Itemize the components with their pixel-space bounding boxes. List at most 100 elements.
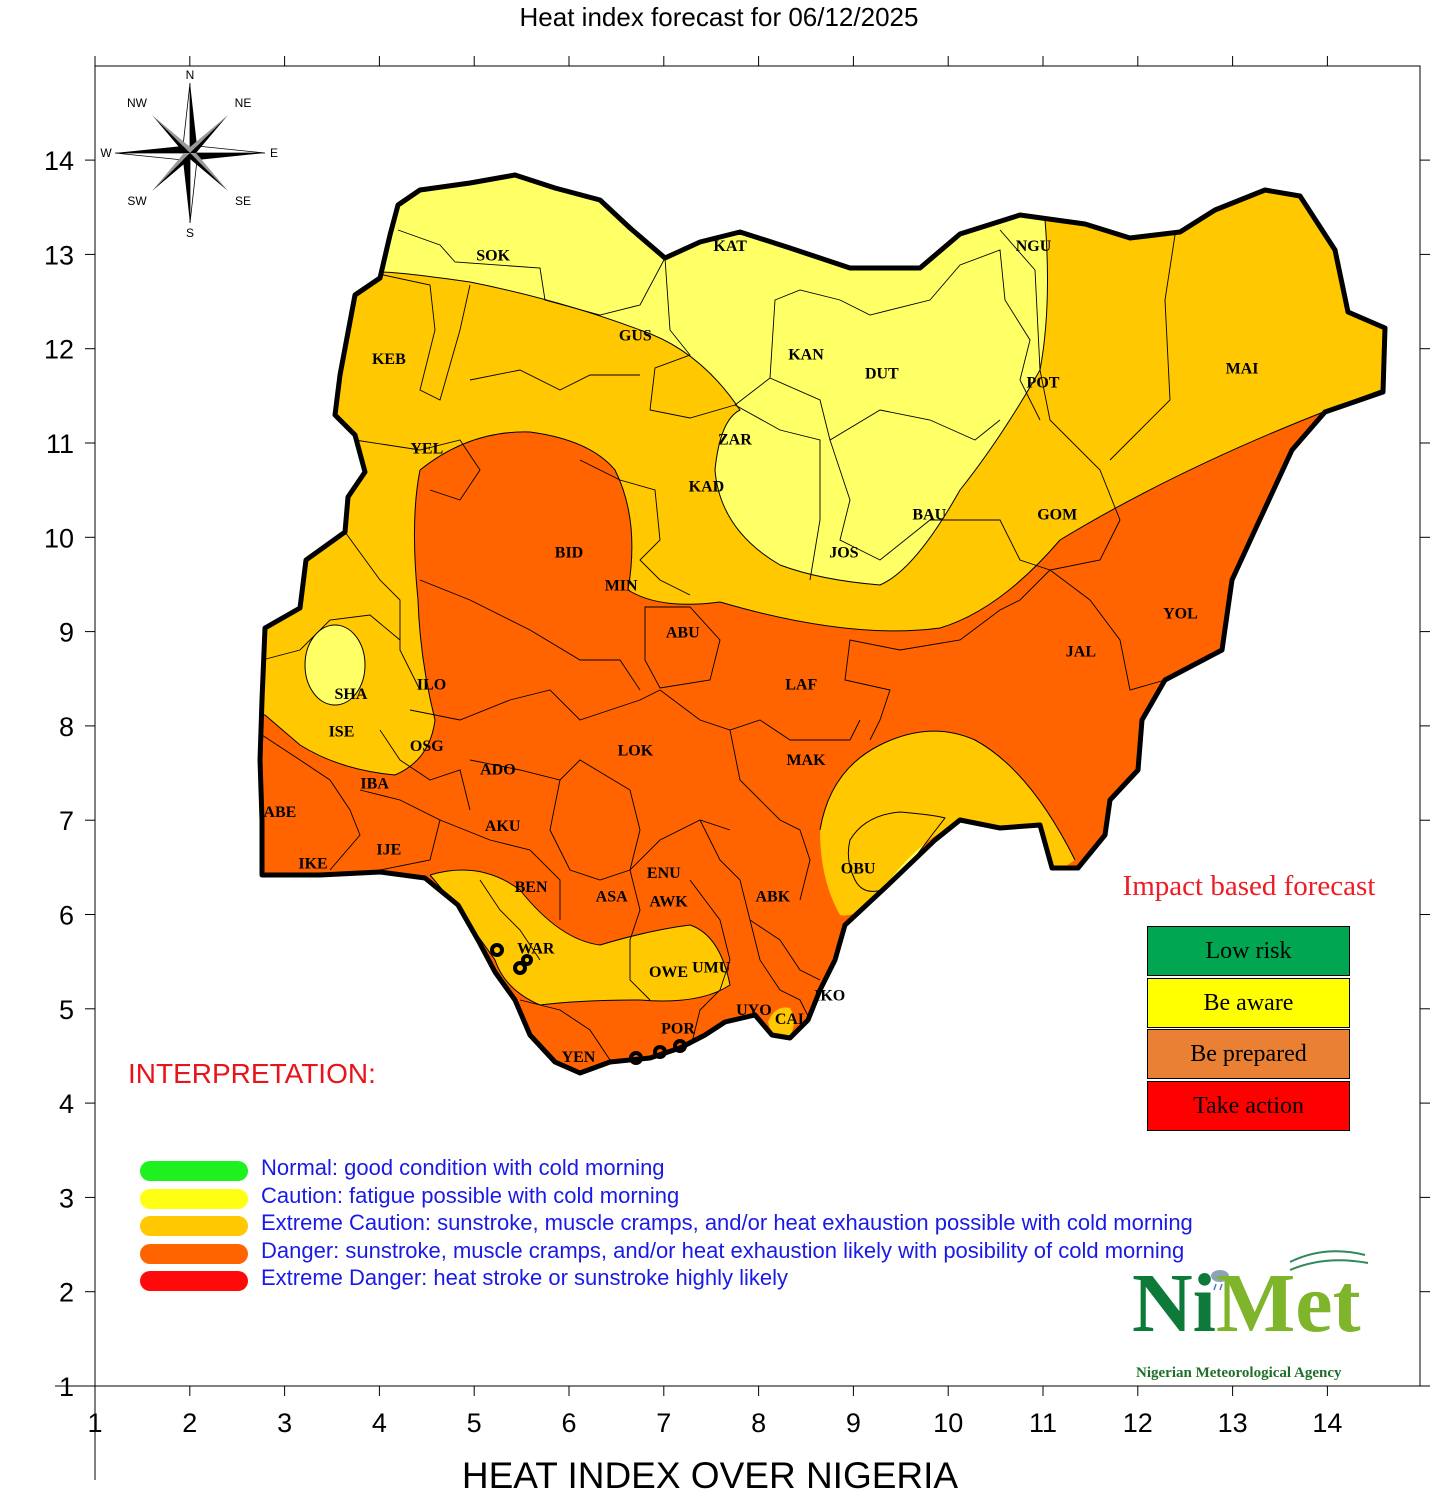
state-label-jos: JOS [829,544,858,561]
x-tick-label: 11 [1029,1408,1057,1438]
state-label-ise: ISE [329,724,355,741]
state-label-kad: KAD [689,478,725,495]
interpretation-text: Danger: sunstroke, muscle cramps, and/or… [261,1237,1185,1263]
state-label-yel: YEL [410,441,443,458]
zone-extreme-caution-southeast [820,731,1075,916]
x-tick-label: 4 [372,1408,387,1438]
state-boundaries [261,229,1176,1061]
compass-nw: NW [127,96,148,110]
y-tick-label: 13 [44,240,74,270]
impact-level-be-aware: Be aware [1147,977,1350,1028]
state-label-uyo: UYO [736,1002,772,1019]
interpretation-text: Extreme Caution: sunstroke, muscle cramp… [261,1210,1193,1235]
compass-w: W [100,146,112,160]
state-label-gus: GUS [619,328,652,345]
state-label-min: MIN [605,577,638,594]
y-tick-label: 1 [59,1372,74,1402]
state-label-iba: IBA [360,775,389,792]
logo-met: Met [1216,1257,1361,1350]
state-label-kan: KAN [788,346,824,363]
state-label-abk: ABK [755,889,790,906]
y-tick-label: 6 [59,901,74,931]
nimet-logo: NiMet [1132,1262,1361,1346]
y-tick-label: 12 [44,335,74,365]
state-label-war: WAR [517,941,555,958]
compass-s: S [186,226,194,240]
state-label-por: POR [661,1021,695,1038]
logo-subtitle: Nigerian Meteorological Agency [1136,1365,1342,1381]
state-label-enu: ENU [647,865,681,882]
state-label-zar: ZAR [718,431,752,448]
x-tick-label: 13 [1218,1408,1248,1438]
y-tick-label: 5 [59,995,74,1025]
y-tick-label: 3 [59,1183,74,1213]
state-label-ije: IJE [376,841,401,858]
logo-ni: Ni [1132,1257,1216,1350]
state-label-ilo: ILO [417,676,446,693]
state-label-laf: LAF [785,676,817,693]
compass-rose: N S E W NE NW SE SW [100,68,278,240]
impact-level-take-action: Take action [1147,1080,1350,1131]
state-label-mai: MAI [1226,361,1259,378]
y-tick-label: 10 [44,523,74,553]
state-label-osg: OSG [410,738,444,755]
impact-forecast-title: Impact based forecast [1122,870,1376,902]
x-tick-label: 6 [561,1408,576,1438]
state-label-bau: BAU [912,507,946,524]
interpretation-text: Extreme Danger: heat stroke or sunstroke… [261,1265,789,1290]
y-tick-label: 7 [59,806,74,836]
x-tick-label: 2 [182,1408,197,1438]
state-label-umu: UMU [692,959,731,976]
y-tick-label: 2 [59,1278,74,1308]
x-tick-label: 10 [933,1408,963,1438]
state-label-iko: IKO [814,988,845,1005]
compass-sw: SW [127,194,147,208]
x-tick-label: 12 [1123,1408,1153,1438]
state-label-sha: SHA [335,686,368,703]
interpretation-text: Normal: good condition with cold morning [261,1155,665,1180]
zone-extreme-caution-delta [430,870,730,1005]
state-label-dut: DUT [865,365,899,382]
x-tick-label: 3 [277,1408,292,1438]
state-label-aku: AKU [485,818,521,835]
x-tick-label: 5 [467,1408,482,1438]
state-label-obu: OBU [841,860,876,877]
state-label-asa: ASA [596,889,628,906]
state-labels: SOK KAT NGU GUS KAN KEB DUT POT MAI ZAR YEL KAD BAU G… [263,238,1258,1066]
state-label-gom: GOM [1037,507,1077,524]
state-label-kat: KAT [713,238,747,255]
zone-caution-shaki [305,625,365,705]
compass-se: SE [235,194,251,208]
impact-level-be-prepared: Be prepared [1147,1029,1350,1079]
state-label-bid: BID [555,544,583,561]
x-tick-label: 14 [1312,1408,1342,1438]
x-tick-label: 8 [751,1408,766,1438]
state-label-awk: AWK [649,893,688,910]
interpretation-swatch [140,1271,248,1291]
state-label-jal: JAL [1066,643,1096,660]
state-label-ike: IKE [298,856,327,873]
interpretation-heading: INTERPRETATION: [128,1058,376,1089]
x-tick-label: 7 [656,1408,671,1438]
y-tick-label: 4 [59,1089,74,1119]
compass-icon [114,82,266,224]
state-label-pot: POT [1027,375,1060,392]
impact-level-low-risk: Low risk [1147,926,1350,976]
y-tick-label: 14 [44,146,74,176]
y-tick-label: 9 [59,618,74,648]
nigeria-border [257,172,1388,1076]
state-label-yen: YEN [562,1049,596,1066]
zone-caution-north [380,175,1048,585]
state-label-mak: MAK [786,752,826,769]
coastal-islets [490,943,687,1065]
state-label-ngu: NGU [1016,238,1052,255]
state-label-lok: LOK [618,742,654,759]
x-axis: 1 2 3 4 5 6 7 8 9 10 11 12 13 14 [87,56,1342,1438]
cloud-icon [1211,1270,1229,1291]
interpretation-text: Caution: fatigue possible with cold morn… [261,1182,680,1208]
compass-e: E [270,146,278,160]
bottom-title: HEAT INDEX OVER NIGERIA [461,1455,959,1496]
compass-n: N [186,68,195,82]
